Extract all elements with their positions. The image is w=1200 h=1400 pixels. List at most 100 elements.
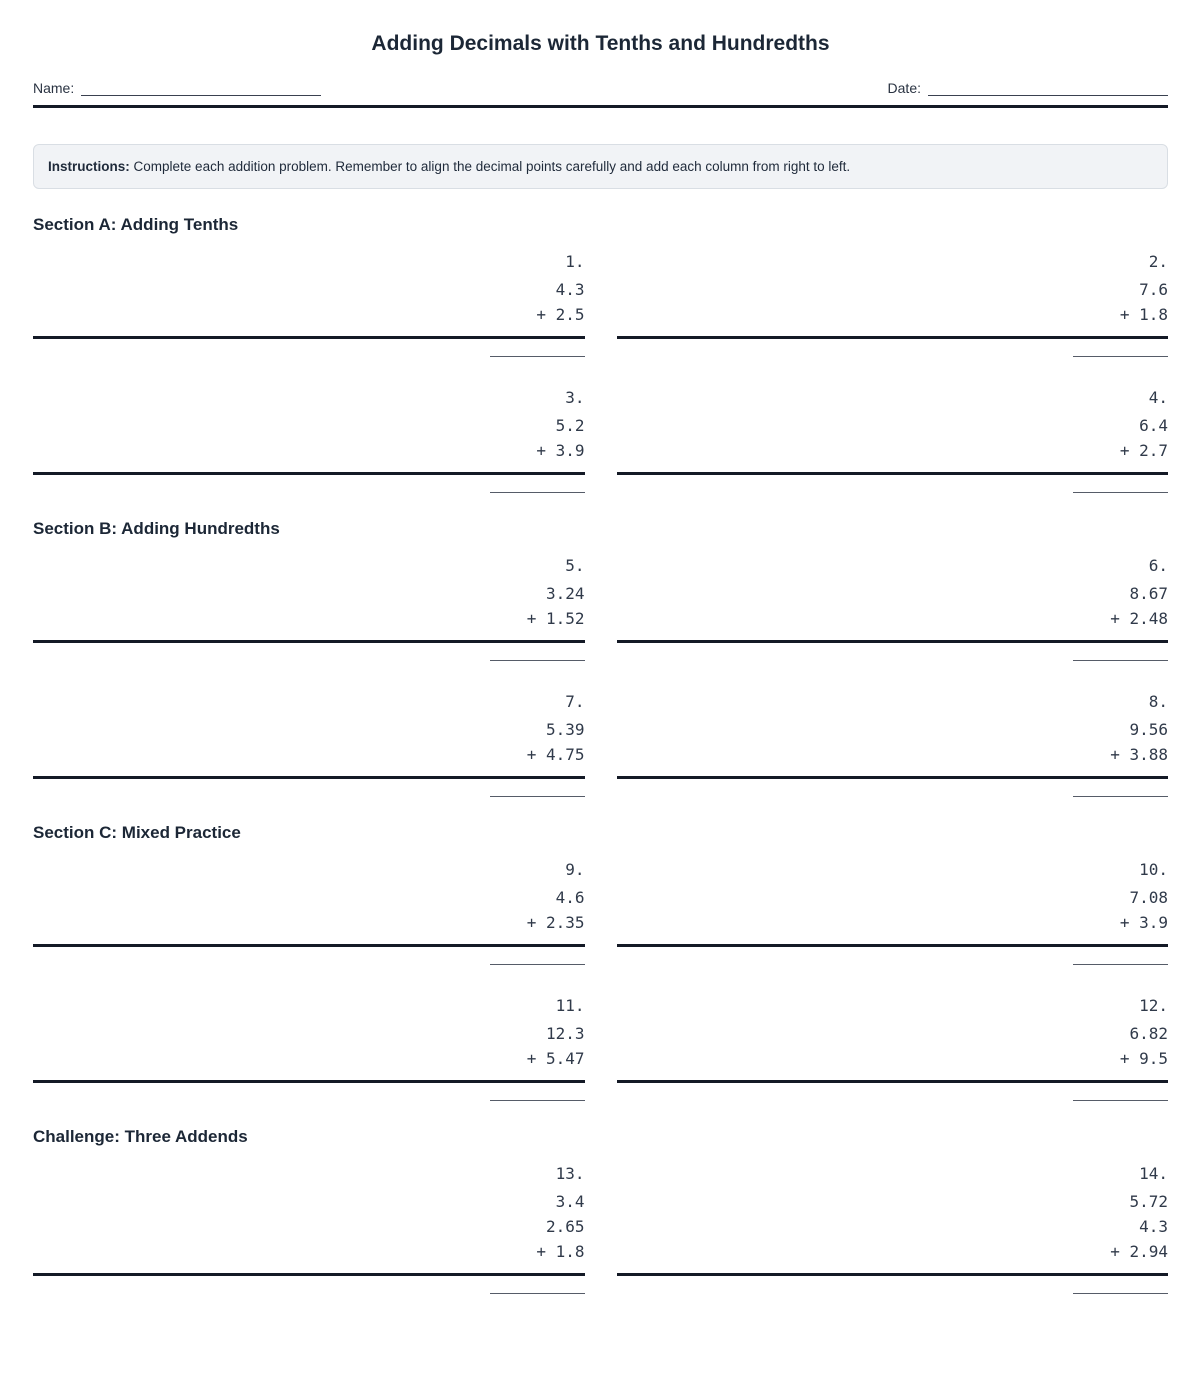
problem-number: 13. (555, 1164, 585, 1183)
worksheet-section: Section C: Mixed Practice 9. 4.6 + 2.35 10. 7… (33, 823, 1168, 1101)
date-blank[interactable] (928, 81, 1168, 96)
addend-value: + 1.52 (526, 609, 585, 628)
worksheet-section: Challenge: Three Addends 13. 3.4 2.65 + 1.8 1… (33, 1127, 1168, 1294)
problem-9: 9. 4.6 + 2.35 (33, 857, 585, 965)
name-blank[interactable] (81, 81, 322, 96)
problem-number: 12. (1139, 996, 1168, 1015)
addend-value: + 5.47 (526, 1049, 585, 1068)
problem-body: 3. 5.2 + 3.9 (33, 385, 585, 475)
addend-value: 3.4 (555, 1192, 585, 1211)
worksheet-title: Adding Decimals with Tenths and Hundredt… (371, 32, 830, 55)
problem-body: 6. 8.67 + 2.48 (616, 553, 1168, 643)
problem-5: 5. 3.24 + 1.52 (33, 553, 585, 661)
problem-body: 10. 7.08 + 3.9 (616, 857, 1168, 947)
addend-value: + 2.7 (1119, 441, 1168, 460)
answer-blank[interactable] (1073, 339, 1168, 357)
problem-body: 13. 3.4 2.65 + 1.8 (33, 1161, 585, 1276)
problems-grid: 9. 4.6 + 2.35 10. 7.08 + 3.9 11. 12.3 + 5.47 12. 6… (33, 857, 1168, 1101)
problem-body: 14. 5.72 4.3 + 2.94 (616, 1161, 1168, 1276)
answer-blank[interactable] (489, 779, 585, 797)
problem-8: 8. 9.56 + 3.88 (616, 689, 1168, 797)
addend-value: 6.4 (1139, 416, 1168, 435)
date-label: Date: (887, 80, 921, 96)
problem-body: 9. 4.6 + 2.35 (33, 857, 585, 947)
problem-1: 1. 4.3 + 2.5 (33, 249, 585, 357)
section-heading: Section A: Adding Tenths (33, 215, 239, 234)
addend-value: 4.3 (555, 280, 585, 299)
problem-number: 6. (1148, 556, 1168, 575)
answer-blank[interactable] (1073, 1276, 1168, 1294)
addend-value: + 9.5 (1119, 1049, 1168, 1068)
addend-value: 9.56 (1129, 720, 1168, 739)
problem-number: 7. (565, 692, 585, 711)
problem-body: 11. 12.3 + 5.47 (33, 993, 585, 1083)
answer-blank[interactable] (489, 339, 585, 357)
problem-14: 14. 5.72 4.3 + 2.94 (616, 1161, 1168, 1294)
section-heading: Challenge: Three Addends (33, 1127, 248, 1146)
problem-number: 2. (1148, 252, 1168, 271)
problem-body: 12. 6.82 + 9.5 (616, 993, 1168, 1083)
problem-4: 4. 6.4 + 2.7 (616, 385, 1168, 493)
answer-blank[interactable] (489, 643, 585, 661)
addend-value: 4.3 (1139, 1217, 1168, 1236)
name-field: Name: (33, 80, 322, 96)
addend-value: + 3.88 (1110, 745, 1168, 764)
addend-value: 5.39 (545, 720, 585, 739)
name-label: Name: (33, 80, 75, 96)
worksheet-page: Adding Decimals with Tenths and Hundredt… (33, 32, 1168, 1294)
problem-body: 7. 5.39 + 4.75 (33, 689, 585, 779)
worksheet-section: Section B: Adding Hundredths 5. 3.24 + 1.52… (33, 519, 1168, 797)
addend-value: 5.2 (555, 416, 585, 435)
problem-13: 13. 3.4 2.65 + 1.8 (33, 1161, 585, 1294)
problem-body: 5. 3.24 + 1.52 (33, 553, 585, 643)
answer-blank[interactable] (489, 947, 585, 965)
addend-value: 7.08 (1129, 888, 1168, 907)
problem-number: 4. (1148, 388, 1168, 407)
addend-value: + 2.48 (1110, 609, 1168, 628)
worksheet-section: Section A: Adding Tenths 1. 4.3 + 2.5 2. 7.6 +… (33, 215, 1168, 493)
problem-number: 14. (1139, 1164, 1168, 1183)
problem-number: 3. (565, 388, 585, 407)
answer-blank[interactable] (1073, 643, 1168, 661)
section-heading: Section C: Mixed Practice (33, 823, 241, 842)
addend-value: + 3.9 (1119, 913, 1168, 932)
problem-7: 7. 5.39 + 4.75 (33, 689, 585, 797)
answer-blank[interactable] (1073, 475, 1168, 493)
problem-number: 9. (565, 860, 585, 879)
answer-blank[interactable] (489, 1276, 585, 1294)
addend-value: 2.65 (545, 1217, 585, 1236)
problem-number: 8. (1148, 692, 1168, 711)
answer-blank[interactable] (1073, 1083, 1168, 1101)
answer-blank[interactable] (1073, 947, 1168, 965)
problem-number: 10. (1139, 860, 1168, 879)
addend-value: + 1.8 (536, 1242, 585, 1261)
problem-10: 10. 7.08 + 3.9 (616, 857, 1168, 965)
addend-value: 5.72 (1129, 1192, 1168, 1211)
problems-grid: 1. 4.3 + 2.5 2. 7.6 + 1.8 3. 5.2 + 3.9 4. 6.4 + 2.7 (33, 249, 1168, 493)
addend-value: 7.6 (1139, 280, 1168, 299)
sections-container: Section A: Adding Tenths 1. 4.3 + 2.5 2. 7.6 +… (33, 215, 1168, 1294)
date-field: Date: (888, 80, 1168, 96)
addend-value: 8.67 (1129, 584, 1168, 603)
addend-value: 3.24 (545, 584, 585, 603)
section-heading: Section B: Adding Hundredths (33, 519, 280, 538)
instructions-box: Instructions: Complete each addition pro… (33, 144, 1168, 189)
problem-body: 2. 7.6 + 1.8 (616, 249, 1168, 339)
addend-value: + 3.9 (536, 441, 585, 460)
problem-2: 2. 7.6 + 1.8 (616, 249, 1168, 357)
problem-number: 11. (555, 996, 585, 1015)
answer-blank[interactable] (489, 475, 585, 493)
header-divider (33, 105, 1168, 108)
problem-number: 5. (565, 556, 585, 575)
name-date-row: Name: Date: (33, 80, 1168, 96)
instructions-label: Instructions: (48, 159, 130, 174)
answer-blank[interactable] (1073, 779, 1168, 797)
problems-grid: 13. 3.4 2.65 + 1.8 14. 5.72 4.3 + 2.94 (33, 1161, 1168, 1294)
problem-body: 8. 9.56 + 3.88 (616, 689, 1168, 779)
addend-value: + 1.8 (1119, 305, 1168, 324)
addend-value: 6.82 (1129, 1024, 1168, 1043)
problems-grid: 5. 3.24 + 1.52 6. 8.67 + 2.48 7. 5.39 + 4.75 8. 9.… (33, 553, 1168, 797)
answer-blank[interactable] (489, 1083, 585, 1101)
addend-value: 12.3 (545, 1024, 585, 1043)
problem-11: 11. 12.3 + 5.47 (33, 993, 585, 1101)
